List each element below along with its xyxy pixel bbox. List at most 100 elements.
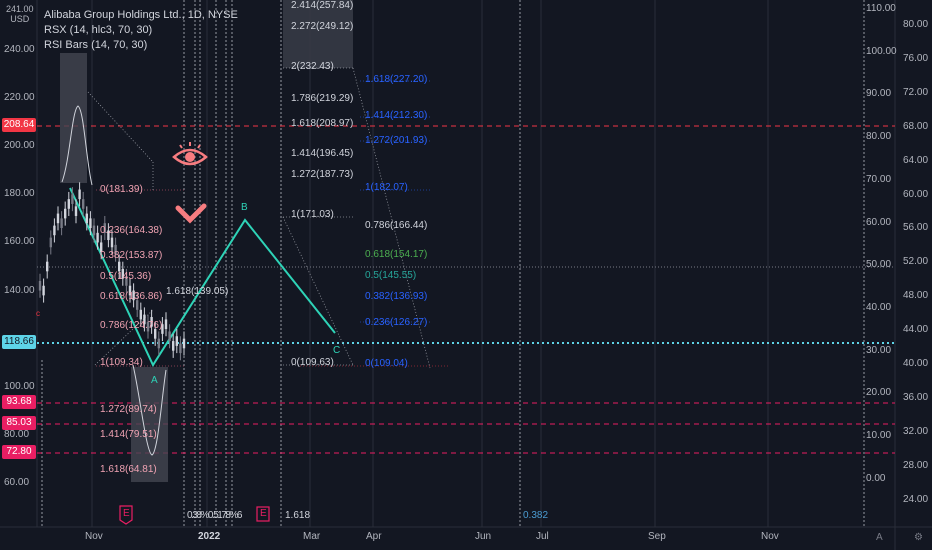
right-tick: 44.00 [903,324,929,336]
right-tick: 68.00 [903,120,929,132]
candle-body [53,225,56,236]
right-tick: 80.00 [903,19,929,30]
shade-box-mid [283,0,353,68]
right-tick: 24.00 [903,493,929,505]
right-tick: 76.00 [903,52,929,64]
earnings-label-2: E [260,508,267,519]
price-line-label[interactable]: 85.03 [2,415,36,430]
candle-body [175,336,178,346]
candle-body [139,309,142,320]
candle-body [42,285,45,296]
price-line-label[interactable]: 72.80 [2,445,36,460]
indicator-rsx[interactable]: RSX (14, hlc3, 70, 30) [44,24,153,36]
candle-body [92,225,96,236]
candle-body [96,232,99,243]
candle-body [168,331,171,342]
rsi-tick: 50.00 [866,259,892,271]
candle-body [89,218,92,229]
rsi-tick: 10.00 [866,430,892,441]
fib-level-label: 1.272(201.93) [365,134,428,146]
rsi-tick: 110.00 [866,3,896,14]
fib-level-label: 2(232.43) [291,61,334,73]
price-tick: 240.00 [4,44,35,55]
abc-pattern-line[interactable] [69,187,336,368]
fib-level-label: 0(181.39) [100,183,143,195]
candle-body [114,244,117,255]
candle-body [60,218,63,229]
time-tick: Jun [475,531,492,542]
time-tick: Sep [648,531,666,542]
candle-body [100,242,103,253]
settings-gear-icon[interactable]: ⚙ [914,532,923,543]
price-line-label[interactable]: 208.64 [2,118,36,133]
auto-scale-button[interactable]: A [876,532,883,543]
candle-body [82,199,85,209]
symbol-title[interactable]: Alibaba Group Holdings Ltd., 1D, NYSE [44,9,238,21]
right-tick: 72.00 [903,86,929,98]
fib-level-label: 0.618(154.17) [365,249,428,261]
candle-body [125,276,128,286]
rsi-tick: 40.00 [866,301,892,313]
fib-level-label: 0.236(164.38) [100,224,163,236]
right-tick: 28.00 [903,459,929,471]
fib-level-label: 2.414(257.84) [291,0,354,12]
fib-extension-label: 1.618(139.05) [166,285,229,297]
fib-level-label: 1(171.03) [291,208,334,220]
candle-body [85,213,88,224]
chevron-down-icon [175,203,207,224]
candle-body [143,314,146,325]
price-tick: 200.00 [4,140,35,152]
candle-body [182,338,186,349]
candle-body [110,237,114,248]
fib-level-label: 0.236(126.27) [365,316,428,328]
right-tick: 36.00 [903,391,929,403]
candlestick-series[interactable] [38,182,186,361]
rsi-tick: 100.00 [866,45,897,57]
time-tick: Apr [366,531,382,542]
fib-left-lines [96,189,186,367]
price-line-label[interactable]: 118.66 [2,334,36,349]
candle-body [107,230,110,241]
candle-body [38,280,42,291]
candle-body [121,268,124,279]
fib-level-label: 1.414(212.30) [365,109,428,121]
candle-body [172,341,175,351]
fib-level-label: 1.272(187.73) [291,168,354,180]
fib-level-label: 0(109.63) [291,356,334,368]
candle-body [154,329,157,339]
fib-time-1618-label: 1.618 [285,510,311,521]
candle-body [161,324,164,334]
fib-time-cluster-label: 0.38%0.5178%6 [187,510,242,521]
fib-right-lines [300,80,450,367]
candle-body [132,290,135,301]
fib-level-label: 1.272(89.74) [100,404,157,416]
candle-body [67,199,70,209]
right-tick: 56.00 [903,222,929,234]
fib-level-label: 1.618(208.97) [291,117,354,129]
earnings-badge-2[interactable] [256,506,270,522]
candle-body [128,285,132,296]
rsi-tick: 30.00 [866,344,892,356]
point-a-label: A [151,375,158,386]
chart-legend: Alibaba Group Holdings Ltd., 1D, NYSE RS… [44,8,238,53]
price-tick: 220.00 [4,92,35,104]
rsi-tick: 90.00 [866,88,892,100]
fib-level-label: 0.5(145.55) [365,270,417,282]
currency-code: USD [10,14,30,24]
currency-label[interactable]: 241.00 USD [6,4,34,24]
point-c-label: C [333,345,341,356]
indicator-rsi-bars[interactable]: RSI Bars (14, 70, 30) [44,39,148,51]
right-tick: 32.00 [903,425,929,437]
candle-body [157,338,160,349]
fib-level-label: 0.786(166.44) [365,219,428,231]
fib-level-label: 0.5(145.36) [100,270,152,282]
candle-body [103,223,106,233]
right-tick: 40.00 [903,358,929,369]
earnings-badge-1[interactable] [119,505,133,525]
fib-level-label: 1.414(196.45) [291,147,354,159]
price-line-label[interactable]: 93.68 [2,394,36,409]
projection-curve-bottom [132,364,167,456]
candle-body [71,194,74,204]
right-tick: 60.00 [903,188,929,200]
